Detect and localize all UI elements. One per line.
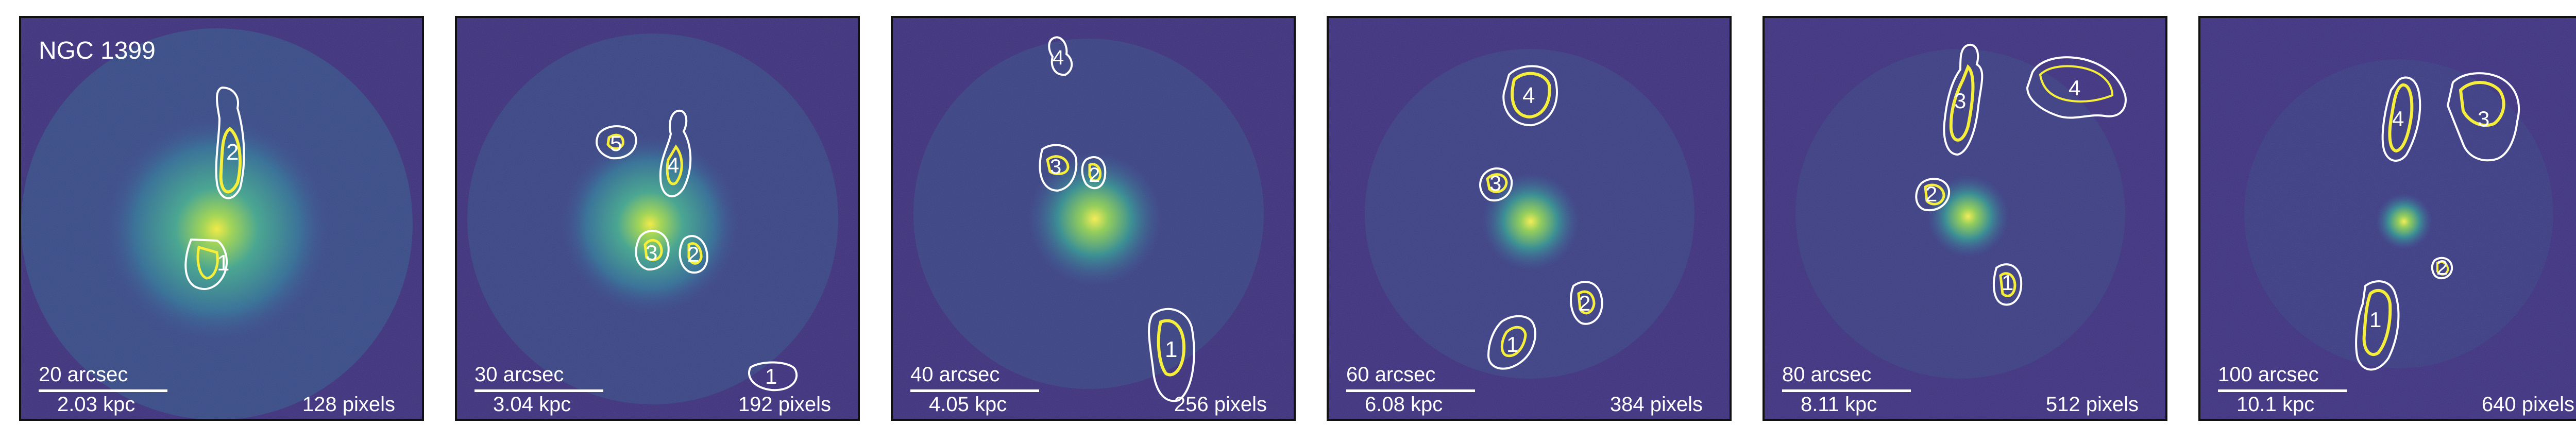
region-4-contour bbox=[1048, 36, 1073, 76]
region-1-contour bbox=[1487, 315, 1536, 370]
region-2-contour bbox=[2431, 257, 2453, 280]
region-label: 2 bbox=[2436, 257, 2448, 279]
region-5-contour bbox=[596, 125, 637, 160]
image-panel-3: 4 3 2 1 40 arcsec 4.05 kpc 256 pixels bbox=[891, 16, 1296, 421]
region-label: 1 bbox=[2369, 308, 2381, 332]
scale-kpc: 4.05 kpc bbox=[929, 393, 1007, 416]
region-label: 2 bbox=[687, 242, 699, 266]
region-3-contour bbox=[635, 230, 670, 271]
scale-arcsec: 20 arcsec bbox=[39, 363, 128, 386]
scale-kpc: 8.11 kpc bbox=[1801, 393, 1877, 416]
xray-image: 4 3 2 1 bbox=[893, 18, 1294, 419]
region-4-contour bbox=[2381, 76, 2421, 162]
xray-image: 1 2 bbox=[21, 18, 422, 419]
region-label: 1 bbox=[2002, 270, 2013, 295]
scale-kpc: 10.1 kpc bbox=[2236, 393, 2315, 416]
region-label: 4 bbox=[1522, 83, 1535, 108]
scale-bar bbox=[1346, 389, 1475, 392]
region-3-contour bbox=[2446, 72, 2520, 162]
panel-title: NGC 1399 bbox=[39, 37, 156, 64]
scale-kpc: 6.08 kpc bbox=[1365, 393, 1443, 416]
scale-arcsec: 100 arcsec bbox=[2218, 363, 2319, 386]
region-label: 3 bbox=[1050, 156, 1061, 178]
image-panel-1: 1 2 NGC 1399 20 arcsec 2.03 kpc 128 pixe… bbox=[19, 16, 424, 421]
scale-pixels: 384 pixels bbox=[1609, 393, 1703, 416]
scale-pixels: 512 pixels bbox=[2045, 393, 2139, 416]
region-3-contour bbox=[1943, 43, 1984, 156]
region-2-contour bbox=[215, 86, 245, 199]
region-label: 1 bbox=[765, 364, 777, 388]
region-label: 3 bbox=[1489, 171, 1501, 195]
scale-bar bbox=[39, 389, 167, 392]
region-4-contour bbox=[1502, 65, 1558, 127]
image-panel-6: 4 3 2 1 100 arcsec 10.1 kpc 640 pixels bbox=[2198, 16, 2576, 421]
region-label: 1 bbox=[1165, 337, 1177, 362]
region-1-contour bbox=[1993, 263, 2023, 306]
scale-bar bbox=[2218, 389, 2347, 392]
scale-bar bbox=[1782, 389, 1911, 392]
xray-image: 4 3 2 1 bbox=[1329, 18, 1730, 419]
xray-image: 3 4 2 1 bbox=[1765, 18, 2165, 419]
xray-image: 5 4 3 2 1 bbox=[457, 18, 858, 419]
region-2-contour bbox=[1081, 156, 1107, 190]
region-3-contour bbox=[1479, 167, 1513, 202]
region-4-contour bbox=[2026, 56, 2127, 119]
scale-pixels: 256 pixels bbox=[1174, 393, 1267, 416]
image-panel-2: 5 4 3 2 1 30 arcsec 3.04 kpc 192 pixels bbox=[455, 16, 860, 421]
region-2-contour bbox=[1915, 178, 1951, 212]
region-label: 2 bbox=[1089, 164, 1100, 186]
region-3-contour bbox=[1039, 144, 1078, 192]
region-label: 2 bbox=[1925, 182, 1937, 206]
xray-image: 4 3 2 1 bbox=[2200, 18, 2576, 419]
region-label: 4 bbox=[2069, 76, 2080, 100]
region-label: 3 bbox=[646, 241, 657, 265]
region-label: 4 bbox=[2392, 107, 2404, 131]
region-2-contour bbox=[679, 235, 708, 274]
region-label: 4 bbox=[667, 153, 679, 177]
scale-arcsec: 40 arcsec bbox=[910, 363, 1000, 386]
image-panel-5: 3 4 2 1 80 arcsec 8.11 kpc 512 pixels bbox=[1762, 16, 2167, 421]
region-1-contour bbox=[1148, 308, 1195, 402]
region-label: 3 bbox=[2478, 107, 2489, 131]
region-label: 2 bbox=[1579, 291, 1590, 315]
region-1-contour bbox=[2355, 280, 2400, 371]
scale-arcsec: 80 arcsec bbox=[1782, 363, 1872, 386]
scale-kpc: 3.04 kpc bbox=[493, 393, 571, 416]
region-1-contour bbox=[748, 361, 798, 392]
scale-arcsec: 30 arcsec bbox=[474, 363, 564, 386]
region-4-contour bbox=[659, 109, 692, 198]
image-panel-4: 4 3 2 1 60 arcsec 6.08 kpc 384 pixels bbox=[1327, 16, 1732, 421]
region-label: 1 bbox=[217, 250, 229, 276]
scale-arcsec: 60 arcsec bbox=[1346, 363, 1436, 386]
region-label: 3 bbox=[1954, 89, 1966, 113]
region-label: 2 bbox=[226, 140, 239, 165]
scale-pixels: 192 pixels bbox=[738, 393, 831, 416]
region-label: 4 bbox=[1053, 46, 1064, 69]
scale-bar bbox=[910, 389, 1039, 392]
region-label: 5 bbox=[610, 131, 622, 156]
region-label: 1 bbox=[1506, 332, 1518, 356]
scale-bar bbox=[474, 389, 603, 392]
scale-pixels: 128 pixels bbox=[302, 393, 395, 416]
scale-pixels: 640 pixels bbox=[2481, 393, 2574, 416]
region-2-contour bbox=[1570, 281, 1603, 325]
scale-kpc: 2.03 kpc bbox=[57, 393, 135, 416]
region-1-contour bbox=[184, 238, 228, 290]
